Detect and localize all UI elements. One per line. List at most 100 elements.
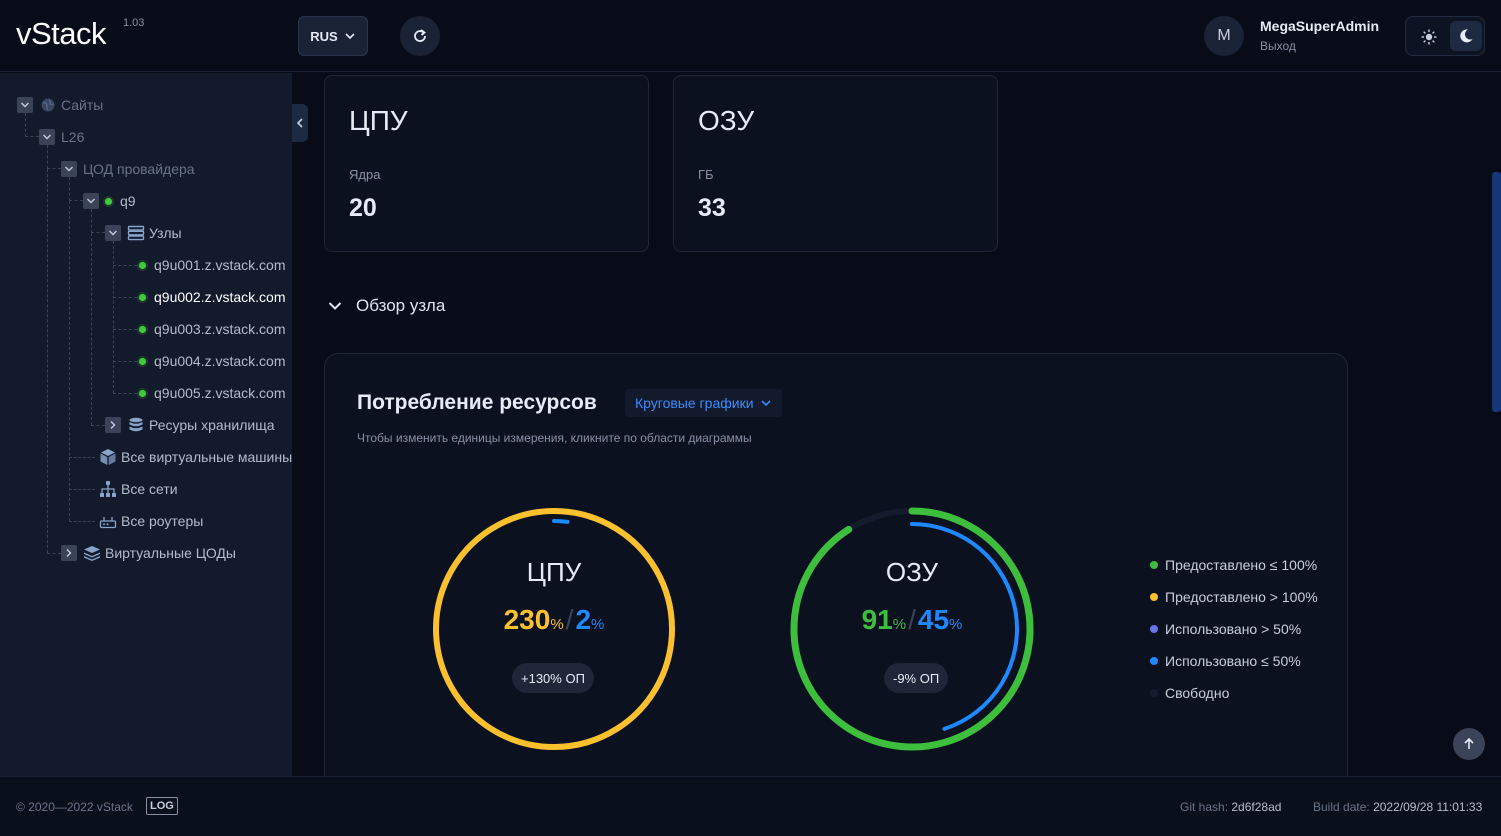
top-bar: vStack 1.03 RUS M MegaSuperAdmin Выход [0, 0, 1501, 72]
legend-swatch [1150, 561, 1158, 569]
used-value: 45 [917, 604, 950, 635]
tree-item-all-networks[interactable]: Все сети [99, 479, 178, 499]
used-arc [552, 519, 570, 524]
legend-item: Свободно [1150, 684, 1229, 702]
tree-connector [69, 177, 83, 201]
tree-connector [69, 457, 95, 458]
copyright: © 2020—2022 vStack [16, 800, 133, 814]
chevron-left-icon [296, 118, 303, 128]
ram-card: ОЗУ ГБ 33 [673, 75, 998, 252]
router-icon [99, 512, 117, 530]
tree-item-sites[interactable]: Сайты [17, 95, 103, 115]
cube-icon [99, 448, 117, 466]
light-theme-button[interactable] [1414, 22, 1444, 52]
scrollbar[interactable] [1492, 172, 1501, 412]
tree-item-node[interactable]: q9u001.z.vstack.com [135, 255, 286, 275]
provisioned-arc [433, 508, 675, 750]
legend-swatch [1150, 593, 1158, 601]
status-online-dot [139, 389, 146, 397]
sidebar-collapse-button[interactable] [292, 104, 308, 142]
tree-item-virtual-dcs[interactable]: Виртуальные ЦОДы [61, 543, 236, 563]
database-icon [127, 416, 145, 434]
sidebar-tree: Сайты L26 ЦОД провайдера q9 Узлы q9u001.… [0, 73, 292, 776]
collapse-toggle[interactable] [105, 225, 121, 241]
provisioned-value: 230 [503, 604, 551, 635]
tree-connector [47, 553, 61, 554]
tree-item-q9[interactable]: q9 [83, 191, 136, 211]
tree-item-node-selected[interactable]: q9u002.z.vstack.com [135, 287, 286, 307]
logout-link[interactable]: Выход [1260, 39, 1296, 53]
layers-icon [83, 544, 101, 562]
chart-view-value: Круговые графики [635, 395, 754, 411]
sun-icon [1421, 29, 1437, 45]
tree-item-storage[interactable]: Ресуры хранилища [105, 415, 275, 435]
tree-item-nodes[interactable]: Узлы [105, 223, 182, 243]
tree-connector [91, 233, 92, 425]
node-overview-toggle[interactable]: Обзор узла [326, 296, 445, 316]
tree-connector [47, 145, 61, 169]
chevron-down-icon [328, 302, 342, 310]
legend-item: Предоставлено ≤ 100% [1150, 556, 1317, 574]
tree-connector [113, 393, 137, 394]
tree-connector [91, 425, 105, 426]
collapse-toggle[interactable] [83, 193, 99, 209]
tree-connector [91, 209, 105, 233]
legend-swatch [1150, 657, 1158, 665]
tree-connector [113, 329, 137, 330]
chevron-right-icon [110, 421, 116, 429]
chevron-down-icon [109, 230, 117, 236]
used-value: 2 [575, 604, 592, 635]
language-value: RUS [310, 28, 338, 44]
tree-item-node[interactable]: q9u004.z.vstack.com [135, 351, 286, 371]
tree-connector [113, 265, 137, 266]
tree-connector [69, 201, 70, 521]
card-title: ОЗУ [698, 105, 755, 136]
provisioned-arc [790, 507, 1034, 751]
used-arc [910, 522, 1019, 731]
chart-view-select[interactable]: Круговые графики [625, 389, 782, 417]
expand-toggle[interactable] [105, 417, 121, 433]
tree-item-provider-dc[interactable]: ЦОД провайдера [61, 159, 195, 179]
legend-swatch [1150, 625, 1158, 633]
tree-connector [25, 113, 39, 137]
cpu-donut-chart[interactable]: ЦПУ 230%/2% +130% ОП [429, 504, 679, 754]
dark-theme-button[interactable] [1450, 21, 1482, 51]
tree-connector [47, 169, 48, 553]
collapse-toggle[interactable] [61, 161, 77, 177]
legend-item: Использовано > 50% [1150, 620, 1301, 638]
tree-item-node[interactable]: q9u005.z.vstack.com [135, 383, 286, 403]
refresh-button[interactable] [400, 16, 440, 56]
tree-item-all-vms[interactable]: Все виртуальные машины [99, 447, 292, 467]
footer: © 2020—2022 vStack LOG Git hash: 2d6f28a… [0, 776, 1501, 836]
chevron-right-icon [66, 549, 72, 557]
server-icon [127, 224, 145, 242]
legend-swatch [1150, 689, 1158, 697]
chevron-down-icon [43, 134, 51, 140]
donut-values: 230%/2% [503, 604, 605, 635]
version-label: 1.03 [123, 17, 145, 29]
arrow-up-icon [1464, 737, 1474, 749]
git-hash: Git hash: 2d6f28ad [1180, 800, 1282, 814]
theme-toggle[interactable] [1405, 16, 1485, 56]
avatar[interactable]: M [1204, 16, 1244, 56]
ram-donut-chart[interactable]: ОЗУ 91%/45% -9% ОП [787, 504, 1037, 754]
moon-icon [1460, 29, 1473, 43]
scroll-to-top-button[interactable] [1453, 728, 1485, 760]
donut-values: 91%/45% [861, 604, 963, 635]
tree-item-all-routers[interactable]: Все роутеры [99, 511, 203, 531]
card-title: ЦПУ [349, 105, 408, 136]
tree-item-l26[interactable]: L26 [39, 127, 84, 147]
card-label: Ядра [349, 167, 381, 182]
language-select[interactable]: RUS [298, 16, 368, 56]
vstack-logo[interactable]: vStack [16, 16, 107, 51]
legend-item: Использовано ≤ 50% [1150, 652, 1301, 670]
collapse-toggle[interactable] [17, 97, 33, 113]
collapse-toggle[interactable] [39, 129, 55, 145]
network-icon [99, 480, 117, 498]
log-button[interactable]: LOG [146, 797, 178, 815]
expand-toggle[interactable] [61, 545, 77, 561]
card-value: 20 [349, 194, 377, 222]
tree-connector [69, 521, 95, 522]
tree-item-node[interactable]: q9u003.z.vstack.com [135, 319, 286, 339]
status-online-dot [139, 357, 146, 365]
